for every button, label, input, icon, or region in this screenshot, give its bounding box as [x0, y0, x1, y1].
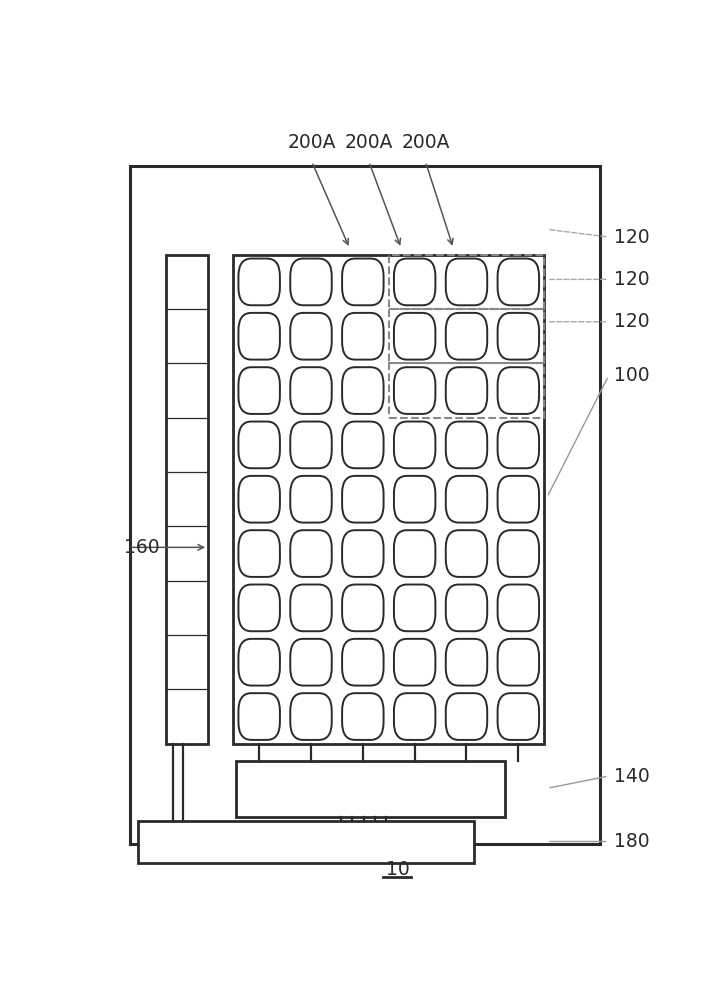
FancyBboxPatch shape: [239, 259, 280, 305]
Text: 200A: 200A: [288, 133, 336, 152]
FancyBboxPatch shape: [497, 476, 539, 523]
FancyBboxPatch shape: [446, 585, 487, 631]
FancyBboxPatch shape: [342, 313, 384, 360]
FancyBboxPatch shape: [394, 585, 435, 631]
Text: 120: 120: [615, 312, 650, 331]
FancyBboxPatch shape: [290, 476, 332, 523]
FancyBboxPatch shape: [290, 422, 332, 468]
FancyBboxPatch shape: [394, 367, 435, 414]
Text: 200A: 200A: [345, 133, 393, 152]
FancyBboxPatch shape: [342, 422, 384, 468]
FancyBboxPatch shape: [446, 693, 487, 740]
FancyBboxPatch shape: [290, 367, 332, 414]
Text: 180: 180: [615, 832, 650, 851]
FancyBboxPatch shape: [239, 313, 280, 360]
FancyBboxPatch shape: [342, 476, 384, 523]
FancyBboxPatch shape: [290, 639, 332, 686]
FancyBboxPatch shape: [497, 693, 539, 740]
FancyBboxPatch shape: [446, 367, 487, 414]
Text: 200A: 200A: [401, 133, 450, 152]
FancyBboxPatch shape: [497, 422, 539, 468]
Bar: [389, 255, 544, 309]
FancyBboxPatch shape: [290, 313, 332, 360]
FancyBboxPatch shape: [394, 476, 435, 523]
Text: 120: 120: [615, 270, 650, 289]
FancyBboxPatch shape: [342, 693, 384, 740]
FancyBboxPatch shape: [446, 422, 487, 468]
FancyBboxPatch shape: [342, 367, 384, 414]
Text: 140: 140: [615, 767, 650, 786]
FancyBboxPatch shape: [446, 476, 487, 523]
Text: 100: 100: [615, 366, 650, 385]
FancyBboxPatch shape: [239, 585, 280, 631]
FancyBboxPatch shape: [446, 259, 487, 305]
FancyBboxPatch shape: [239, 639, 280, 686]
FancyBboxPatch shape: [446, 530, 487, 577]
Text: 160: 160: [124, 538, 160, 557]
Bar: [389, 363, 544, 418]
FancyBboxPatch shape: [497, 313, 539, 360]
FancyBboxPatch shape: [239, 693, 280, 740]
FancyBboxPatch shape: [394, 259, 435, 305]
FancyBboxPatch shape: [290, 585, 332, 631]
FancyBboxPatch shape: [497, 639, 539, 686]
FancyBboxPatch shape: [342, 259, 384, 305]
FancyBboxPatch shape: [290, 530, 332, 577]
FancyBboxPatch shape: [290, 259, 332, 305]
FancyBboxPatch shape: [239, 476, 280, 523]
FancyBboxPatch shape: [497, 530, 539, 577]
Bar: [236, 761, 505, 817]
FancyBboxPatch shape: [342, 530, 384, 577]
Text: 10: 10: [385, 860, 409, 879]
FancyBboxPatch shape: [446, 639, 487, 686]
FancyBboxPatch shape: [239, 367, 280, 414]
FancyBboxPatch shape: [239, 530, 280, 577]
FancyBboxPatch shape: [394, 422, 435, 468]
FancyBboxPatch shape: [497, 259, 539, 305]
Bar: [138, 821, 474, 863]
FancyBboxPatch shape: [394, 313, 435, 360]
Text: 120: 120: [615, 228, 650, 247]
FancyBboxPatch shape: [394, 639, 435, 686]
FancyBboxPatch shape: [394, 693, 435, 740]
FancyBboxPatch shape: [497, 585, 539, 631]
FancyBboxPatch shape: [290, 693, 332, 740]
Bar: [234, 255, 544, 744]
Bar: [129, 166, 600, 844]
FancyBboxPatch shape: [342, 639, 384, 686]
FancyBboxPatch shape: [239, 422, 280, 468]
Bar: [166, 255, 208, 744]
FancyBboxPatch shape: [394, 530, 435, 577]
FancyBboxPatch shape: [497, 367, 539, 414]
Bar: [389, 309, 544, 363]
FancyBboxPatch shape: [342, 585, 384, 631]
FancyBboxPatch shape: [446, 313, 487, 360]
